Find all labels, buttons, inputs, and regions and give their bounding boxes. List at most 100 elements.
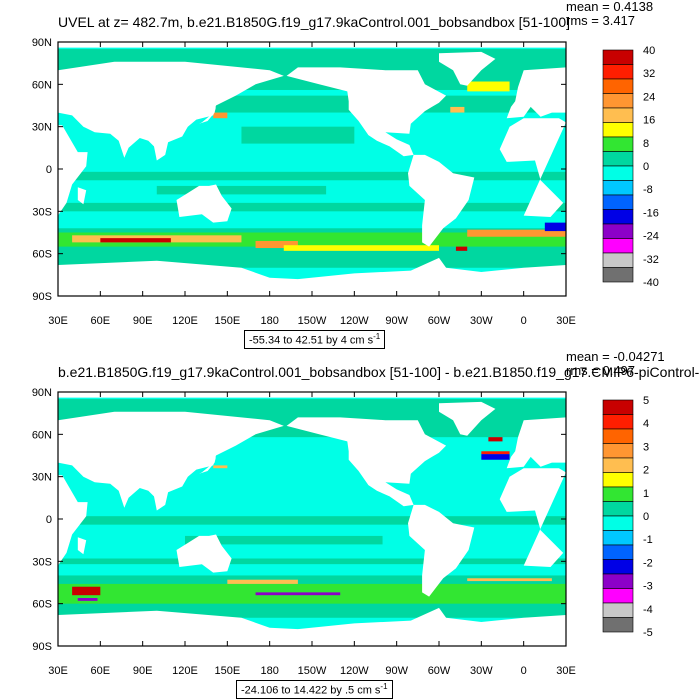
x-tick-label: 150W: [298, 315, 327, 327]
land-mask: [77, 187, 87, 205]
colorbar-label: -24: [643, 231, 659, 243]
land-mask: [408, 154, 475, 247]
colorbar-label: -40: [643, 277, 659, 289]
contour-band: [227, 579, 298, 584]
contour-band: [58, 171, 566, 181]
colorbar-label: -8: [643, 184, 653, 196]
map-plot: 30E 60E 90E 120E 150E 180 150W 120W 90W 60W 30W 0 30…: [32, 387, 653, 677]
colorbar-swatch: [602, 122, 634, 138]
x-tick-label: 120W: [340, 315, 369, 327]
colorbar-swatch: [602, 588, 634, 604]
colorbar-swatch: [602, 238, 634, 254]
colorbar-swatch: [602, 223, 634, 239]
chart-panel-top: UVEL at z= 482.7m, b.e21.B1850G.f19_g17.…: [32, 0, 659, 349]
x-tick-label: 150W: [298, 665, 327, 677]
contour-band: [255, 592, 341, 596]
colorbar-swatch: [602, 544, 634, 560]
contour-band: [450, 106, 465, 113]
colorbar-label: 0: [643, 161, 649, 173]
contour-range-label: -24.106 to 14.422 by .5 cm s-1: [236, 680, 393, 699]
contour-band: [58, 516, 566, 525]
colorbar-label: 24: [643, 91, 655, 103]
colorbar-swatch: [602, 267, 634, 283]
colorbar-label: 2: [643, 465, 649, 477]
colorbar-swatch: [602, 457, 634, 473]
colorbar-label: 4: [643, 418, 649, 430]
land-mask: [199, 106, 216, 124]
contour-band: [467, 578, 552, 582]
y-tick-label: 90S: [32, 291, 52, 303]
land-mask: [176, 184, 232, 223]
y-tick-label: 0: [46, 514, 52, 526]
x-tick-label: 120W: [340, 665, 369, 677]
colorbar-label: -1: [643, 534, 653, 546]
colorbar-swatch: [602, 180, 634, 196]
colorbar-swatch: [602, 165, 634, 181]
contour-band: [156, 185, 327, 195]
map-layer: [58, 42, 566, 296]
y-tick-label: 30S: [32, 556, 52, 568]
land-mask: [408, 504, 475, 597]
colorbar-label: 3: [643, 441, 649, 453]
colorbar-label: 8: [643, 138, 649, 150]
colorbar-swatch: [602, 501, 634, 517]
land-mask: [499, 118, 566, 217]
colorbar-label: -2: [643, 557, 653, 569]
colorbar-swatch: [602, 64, 634, 80]
contour-band: [213, 112, 228, 119]
land-mask: [58, 257, 566, 296]
contour-band: [77, 598, 98, 601]
colorbar-swatch: [602, 617, 634, 633]
y-tick-label: 60N: [32, 429, 52, 441]
x-tick-label: 180: [260, 315, 278, 327]
y-tick-label: 30N: [32, 122, 52, 134]
y-tick-label: 0: [46, 164, 52, 176]
colorbar-swatch: [602, 602, 634, 618]
contour-band: [255, 240, 298, 249]
contour-band: [185, 535, 383, 545]
colorbar-swatch: [602, 194, 634, 210]
colorbar-label: -5: [643, 627, 653, 639]
x-tick-label: 60W: [428, 665, 451, 677]
chart-panel-bottom: b.e21.B1850G.f19_g17.9kaControl.001_bobs…: [0, 350, 700, 700]
chart-title: b.e21.B1850G.f19_g17.9kaControl.001_bobs…: [58, 364, 700, 380]
colorbar-swatch: [602, 107, 634, 123]
stats-block: mean = 0.4138 rms = 3.417: [566, 0, 653, 28]
colorbar-swatch: [602, 559, 634, 575]
contour-band: [481, 454, 510, 460]
x-tick-label: 0: [521, 315, 527, 327]
colorbar-swatch: [602, 151, 634, 167]
y-tick-label: 60S: [32, 249, 52, 261]
land-mask: [439, 51, 496, 86]
colorbar-label: 5: [643, 395, 649, 407]
land-mask: [58, 607, 566, 646]
mean-value: mean = 0.4138: [566, 0, 654, 14]
chart-title: UVEL at z= 482.7m, b.e21.B1850G.f19_g17.…: [58, 14, 571, 30]
x-tick-label: 60W: [428, 315, 451, 327]
contour-band: [467, 81, 510, 92]
contour-band: [467, 229, 566, 237]
x-tick-label: 90W: [385, 315, 408, 327]
x-tick-label: 30E: [556, 665, 576, 677]
contour-band: [241, 126, 355, 144]
colorbar-label: -16: [643, 207, 659, 219]
colorbar-label: -3: [643, 581, 653, 593]
colorbar-swatch: [602, 49, 634, 65]
colorbar-swatch: [602, 443, 634, 459]
colorbar-label: 16: [643, 115, 655, 127]
x-tick-label: 30E: [556, 315, 576, 327]
x-tick-label: 30E: [48, 665, 68, 677]
contour-band: [283, 245, 439, 251]
contour-range-label: -55.34 to 42.51 by 4 cm s-1: [244, 330, 386, 349]
colorbar-swatch: [602, 136, 634, 152]
land-mask: [58, 125, 88, 216]
contour-band: [455, 246, 468, 251]
x-tick-label: 90W: [385, 665, 408, 677]
x-tick-label: 180: [260, 665, 278, 677]
contour-band: [58, 558, 566, 565]
colorbar-swatch: [602, 414, 634, 430]
land-mask: [499, 468, 566, 567]
contour-band: [544, 222, 566, 232]
contour-band: [481, 451, 510, 455]
y-tick-label: 30S: [32, 206, 52, 218]
